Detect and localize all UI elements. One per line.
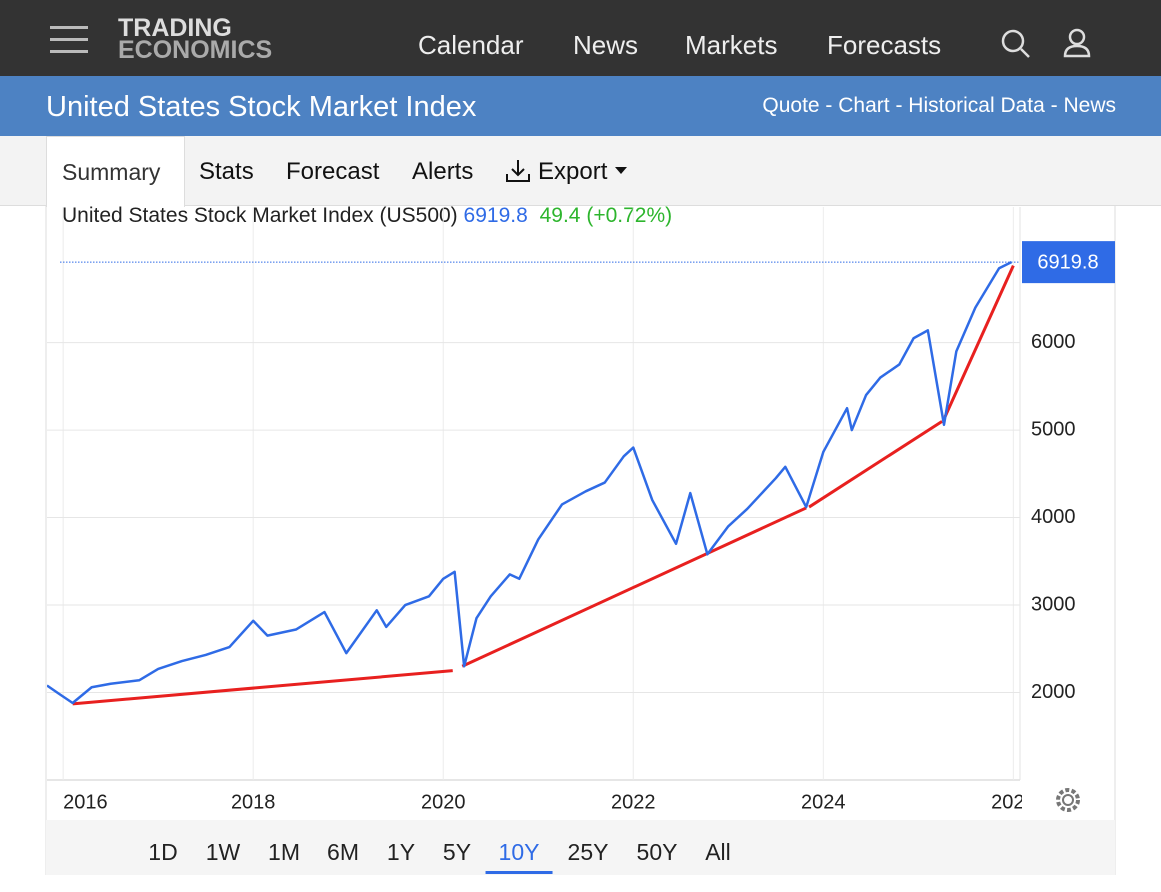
range-button[interactable]: 10Y [485,839,553,874]
nav-item[interactable]: Calendar [418,30,524,60]
search-icon[interactable] [1001,29,1030,58]
last-price-badge [1022,241,1115,284]
top-bar: TRADING ECONOMICS Calendar News Markets … [0,0,1161,76]
range-button[interactable]: 5Y [442,839,472,865]
logo-bottom: ECONOMICS [118,36,273,64]
nav-icons [1001,28,1091,58]
trend-line [808,420,943,509]
tab[interactable]: Forecast [286,158,380,185]
range-bar: 1D 1W 1M 6M 1Y 5Y 10Y 25Y 50Y All [46,820,1115,875]
y-tick-label: 2000 [1031,681,1076,703]
tab[interactable]: Alerts [412,158,474,185]
nav-item[interactable]: News [573,30,639,60]
price-line [47,261,1013,705]
y-tick-label: 5000 [1031,418,1076,440]
last-price-label: 6919.8 [1037,251,1098,273]
logo-top: TRADING [118,14,232,42]
quote-name: United States Stock Market Index (US500) [62,204,458,227]
y-tick-label: 4000 [1031,506,1076,528]
range-button[interactable]: 1M [268,839,300,865]
quote-price: 6919.8 [463,204,528,227]
y-tick-label: 6000 [1031,331,1076,353]
x-tick-label: 2020 [421,791,466,813]
x-tick-label: 2016 [63,791,108,813]
range-button[interactable]: 1D [148,839,178,865]
trend-line [72,669,453,706]
x-tick-label: 2018 [231,791,276,813]
quote-line: United States Stock Market Index (US500)… [62,204,672,228]
tab-bar: Summary Stats Forecast Alerts Export [0,136,1161,207]
tab[interactable]: Summary [62,159,161,185]
y-tick-label: 3000 [1031,593,1076,615]
range-button[interactable]: All [705,839,731,865]
logo[interactable]: TRADING ECONOMICS [118,14,273,64]
caret [615,167,627,174]
tab[interactable]: Export [538,158,608,185]
settings-icon[interactable] [1056,788,1080,812]
active-tab-box [46,136,185,207]
trend-line [943,264,1015,418]
user-icon[interactable] [1063,28,1091,58]
header-bar: United States Stock Market Index Quote -… [0,76,1161,136]
header-links[interactable]: Quote - Chart - Historical Data - News [762,94,1116,117]
quote-change: 49.4 [539,204,581,227]
range-button[interactable]: 6M [327,839,359,865]
range-button[interactable]: 1Y [386,839,416,865]
range-button[interactable]: 25Y [567,839,609,865]
range-button[interactable]: 50Y [636,839,678,865]
export-icon [506,160,530,182]
x-tick-labels: 2016 2018 2020 2022 2024 2026 [63,791,1036,813]
quote-change-pct: (+0.72%) [586,204,673,227]
menu-icon[interactable] [50,26,88,53]
trend-line [461,506,807,668]
x-tick-label: 2022 [611,791,656,813]
page-title: United States Stock Market Index [46,91,477,123]
tab[interactable]: Stats [199,158,254,185]
x-tick-label: 2024 [801,791,846,813]
nav-item[interactable]: Forecasts [827,30,942,60]
x-tick-label: 2026 [991,791,1036,813]
nav-item[interactable]: Markets [685,30,778,60]
range-button[interactable]: 1W [205,839,241,865]
